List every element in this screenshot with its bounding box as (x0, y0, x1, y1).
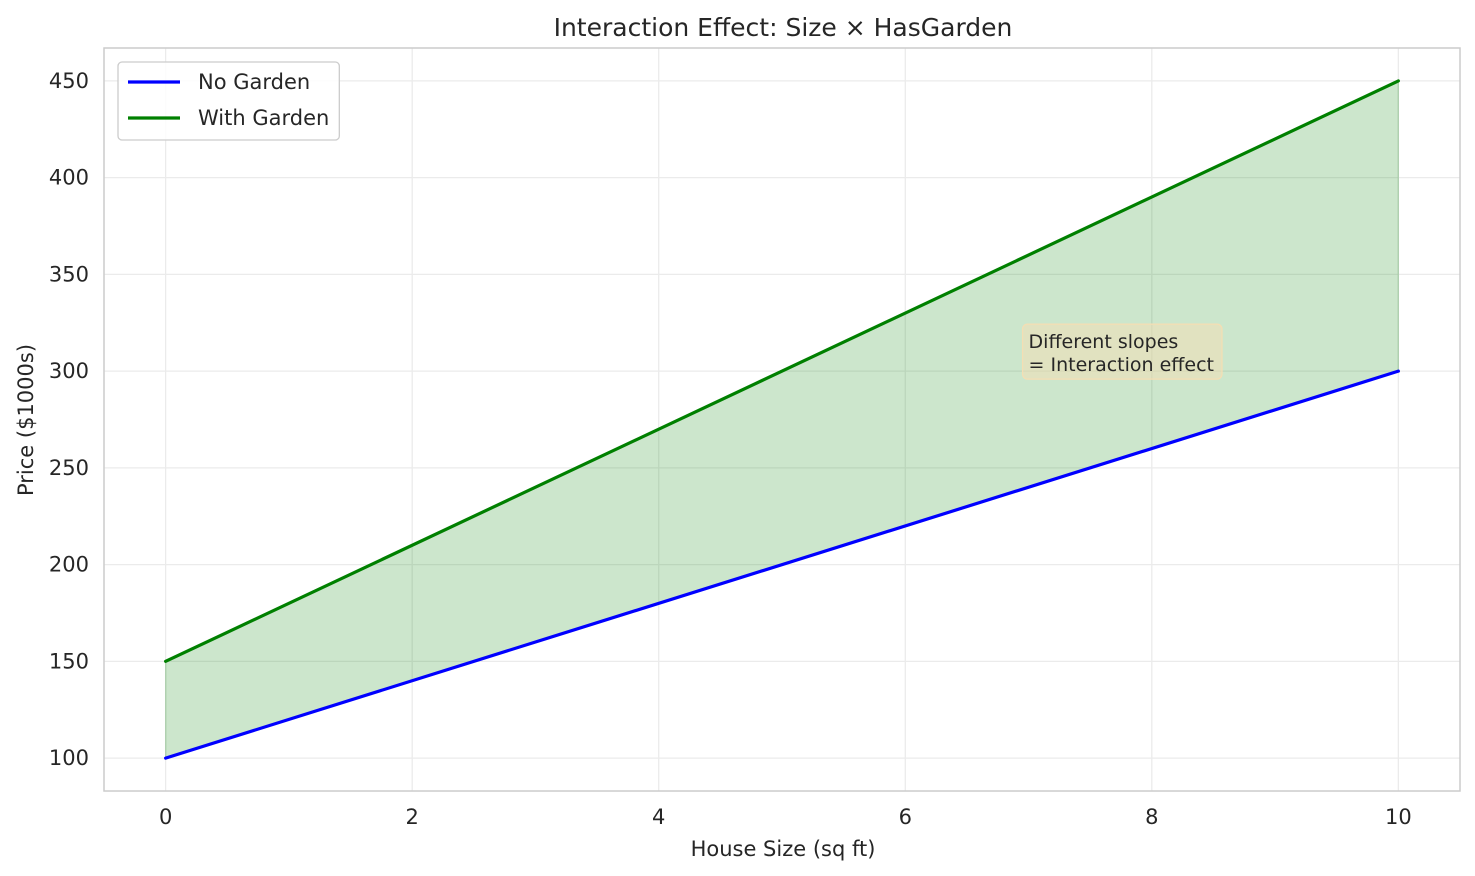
y-tick-label: 100 (49, 746, 89, 770)
y-tick-labels: 100 150 200 250 300 350 400 450 (49, 69, 89, 770)
annotation-text: Different slopes (1029, 331, 1179, 353)
y-tick-label: 450 (49, 69, 89, 93)
chart-title: Interaction Effect: Size × HasGarden (554, 13, 1013, 42)
x-tick-labels: 0 2 4 6 8 10 (159, 805, 1412, 829)
y-tick-label: 200 (49, 553, 89, 577)
x-tick-label: 4 (652, 805, 665, 829)
plot-frame (103, 47, 1461, 792)
annotation-box (1021, 323, 1223, 380)
legend-label: No Garden (198, 70, 310, 94)
y-tick-label: 350 (49, 262, 89, 286)
y-axis-label: Price ($1000s) (14, 344, 38, 496)
series-lines (164, 79, 1400, 760)
annotation: Different slopes= Interaction effect (1021, 323, 1223, 380)
series-line-with-garden (164, 79, 1400, 663)
y-tick-label: 250 (49, 456, 89, 480)
x-tick-label: 6 (899, 805, 912, 829)
x-tick-label: 0 (159, 805, 172, 829)
annotation-text: = Interaction effect (1029, 354, 1214, 376)
series-line-no-garden (164, 369, 1400, 760)
legend-label: With Garden (198, 106, 329, 130)
legend: No Garden With Garden (117, 61, 340, 141)
x-tick-label: 10 (1385, 805, 1412, 829)
x-axis-label: House Size (sq ft) (691, 837, 876, 861)
y-tick-label: 400 (49, 166, 89, 190)
x-tick-label: 8 (1145, 805, 1158, 829)
y-tick-label: 150 (49, 649, 89, 673)
x-tick-label: 2 (405, 805, 418, 829)
y-tick-label: 300 (49, 359, 89, 383)
